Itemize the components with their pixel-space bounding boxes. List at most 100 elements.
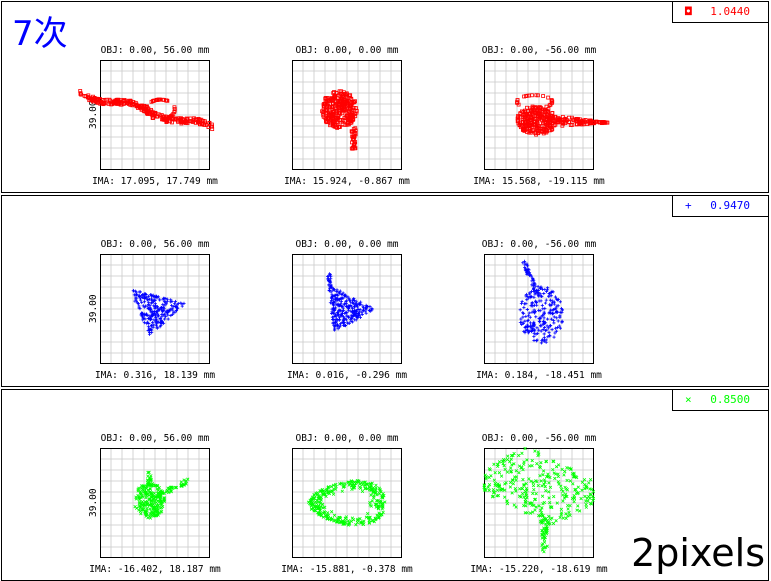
spot-point [315, 506, 319, 511]
spot-point [579, 119, 584, 123]
spot-point [142, 507, 146, 511]
spot-point [379, 512, 384, 517]
spot-point [512, 451, 516, 456]
spot-point [341, 118, 346, 122]
spot-point [343, 108, 347, 112]
spot-point [542, 339, 546, 343]
image-position-label: IMA: 0.184, -18.451 mm [476, 370, 602, 381]
spot-point [565, 466, 569, 470]
spot-point [555, 325, 560, 330]
legend-wavelength-value: 0.8500 [710, 393, 750, 406]
spot-point [169, 313, 173, 318]
spot-point [562, 473, 566, 477]
spot-point [164, 490, 169, 494]
spot-point [369, 482, 373, 486]
spot-point [352, 142, 357, 147]
spot-point [356, 517, 360, 522]
spot-point [155, 317, 159, 321]
spot-point [544, 529, 548, 534]
spot-point [346, 321, 350, 325]
spot-point [96, 98, 100, 103]
spot-point [549, 311, 553, 315]
spot-point [523, 325, 528, 329]
spot-point [541, 502, 545, 506]
spot-point [161, 308, 165, 313]
spot-point [150, 503, 154, 508]
spot-point [540, 518, 544, 522]
spot-point [573, 488, 577, 492]
spot-point [311, 506, 315, 510]
spot-point [166, 317, 170, 321]
spot-point [169, 114, 173, 119]
spot-point [330, 101, 335, 106]
spot-point [525, 120, 530, 125]
spot-point [547, 326, 551, 330]
spot-point [354, 299, 358, 303]
spot-point [151, 116, 155, 120]
spot-point [532, 487, 536, 492]
spot-point [514, 469, 518, 473]
spot-point [377, 486, 382, 490]
spot-point [535, 128, 540, 132]
spot-point [555, 309, 559, 313]
spot-point [539, 341, 543, 345]
field-object-label: OBJ: 0.00, 0.00 mm [295, 45, 399, 56]
plot-frame [100, 60, 210, 170]
spot-point [321, 107, 326, 112]
spot-point [544, 488, 548, 493]
spot-point [533, 497, 538, 501]
spot-point [523, 261, 527, 265]
spot-point [78, 89, 83, 93]
spot-point [535, 480, 539, 484]
spot-point [156, 306, 160, 310]
spot-point [328, 301, 333, 305]
spot-point [528, 502, 532, 506]
spot-point [534, 119, 539, 124]
spot-plot [484, 60, 610, 170]
spot-point [104, 97, 109, 102]
pixel-size-label: 2pixels [631, 531, 765, 575]
spot-point [144, 105, 149, 110]
spot-point [359, 302, 363, 306]
spot-point [361, 522, 365, 526]
spot-point [337, 304, 341, 308]
spot-point [326, 274, 330, 279]
spot-point [538, 320, 542, 324]
spot-point [345, 311, 349, 315]
spot-point [524, 314, 528, 318]
spot-point [534, 332, 538, 336]
spot-point [340, 489, 344, 493]
spot-point [525, 328, 529, 332]
spot-point [539, 479, 543, 483]
image-position-label: IMA: -15.881, -0.378 mm [281, 564, 413, 575]
spot-point [318, 489, 322, 493]
spot-point [320, 502, 325, 506]
spot-point [540, 506, 544, 510]
spot-point [584, 502, 588, 507]
spot-point [554, 297, 559, 301]
spot-point [346, 304, 350, 308]
spot-point [340, 293, 344, 297]
spot-point [174, 308, 179, 313]
y-scale-label: 39.00 [88, 488, 99, 517]
spot-point [333, 99, 338, 104]
spot-point [545, 122, 550, 127]
spot-point [354, 523, 358, 527]
spot-point [545, 526, 549, 531]
spot-point [545, 474, 549, 479]
spot-point [336, 293, 340, 298]
spot-point [331, 287, 335, 291]
spot-point [592, 120, 597, 125]
spot-point [364, 311, 368, 315]
spot-point [532, 286, 536, 290]
spot-point [531, 480, 535, 485]
spot-point [198, 120, 203, 125]
spot-point [314, 504, 319, 509]
spot-point [326, 511, 330, 515]
spot-point [78, 91, 83, 96]
spot-point [160, 504, 165, 509]
spot-point [354, 110, 359, 115]
spot-point [532, 281, 536, 285]
spot-point [353, 311, 357, 315]
spot-point [565, 118, 569, 123]
